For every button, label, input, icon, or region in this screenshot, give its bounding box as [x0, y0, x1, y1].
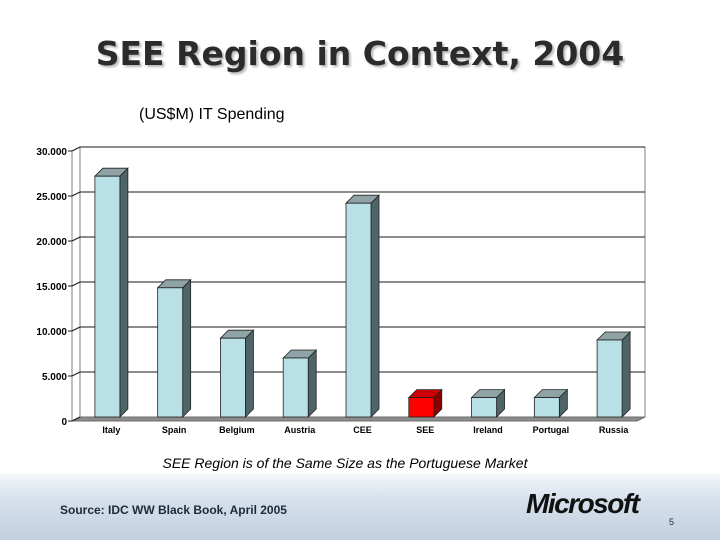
bar-spain	[157, 287, 184, 418]
x-tick-label: Russia	[599, 425, 630, 435]
gridline-side	[71, 191, 81, 197]
footer-band	[0, 474, 720, 540]
chart-caption: SEE Region is of the Same Size as the Po…	[162, 455, 528, 471]
bar-italy	[94, 175, 121, 418]
bar-side-russia	[621, 331, 631, 418]
y-tick-label: 25.000	[36, 192, 67, 203]
bar-see	[408, 397, 435, 418]
x-tick-label: Italy	[102, 425, 120, 435]
y-tick-label: 20.000	[36, 237, 67, 248]
bar-ireland	[471, 397, 497, 418]
bar-russia	[596, 339, 623, 418]
gridline-side	[71, 371, 81, 377]
x-tick-label: Spain	[162, 425, 187, 435]
bar-side-spain	[182, 278, 192, 418]
x-tick-label: Austria	[284, 425, 316, 435]
x-tick-label: Portugal	[533, 425, 570, 435]
source-note: Source: IDC WW Black Book, April 2005	[60, 503, 287, 517]
gridline-side	[71, 281, 81, 287]
bar-cee	[345, 202, 372, 418]
bar-side-austria	[307, 349, 317, 418]
bar-austria	[282, 357, 309, 418]
x-tick-label: Belgium	[219, 425, 255, 435]
y-tick-label: 0	[61, 417, 67, 428]
y-tick-label: 5.000	[42, 372, 67, 383]
chart-title: (US$M) IT Spending	[139, 106, 285, 123]
bar-portugal	[533, 397, 560, 418]
y-tick-label: 30.000	[36, 147, 67, 158]
it-spending-bar-chart: 0 5.000 10.000 15.000 20.000 25.000 30.000 Ital…	[36, 146, 646, 435]
microsoft-logo: Microsoft	[526, 488, 640, 519]
x-tick-label: SEE	[416, 425, 434, 435]
bar-belgium	[220, 337, 246, 418]
y-tick-label: 15.000	[36, 282, 67, 293]
bar-side-belgium	[245, 329, 254, 418]
x-tick-label: CEE	[353, 425, 372, 435]
gridline-side	[71, 236, 81, 242]
gridline-side	[71, 326, 81, 332]
bar-side-italy	[119, 167, 129, 418]
bar-side-cee	[370, 194, 380, 418]
gridline-side	[71, 416, 81, 422]
slide-title: SEE Region in Context, 2004	[95, 34, 625, 73]
gridline-side	[71, 146, 81, 152]
page-number: 5	[669, 517, 675, 527]
y-tick-label: 10.000	[36, 327, 67, 338]
x-tick-label: Ireland	[473, 425, 503, 435]
